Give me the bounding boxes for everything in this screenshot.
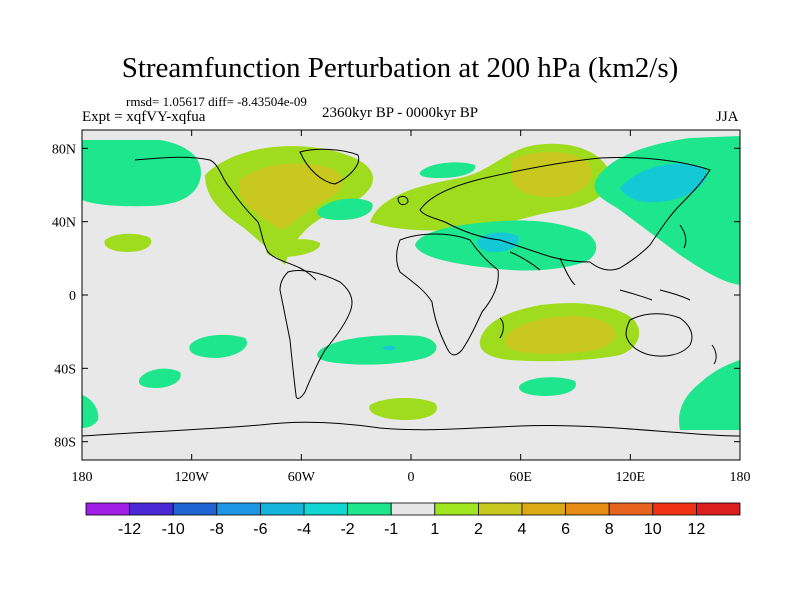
anomaly-north-america-core: [240, 163, 343, 230]
coast-greenland: [299, 148, 360, 185]
colorbar-label: -6: [253, 521, 267, 538]
x-tick-label: 180: [730, 470, 751, 485]
coastlines: [82, 148, 740, 437]
x-tick-label: 60E: [509, 470, 532, 485]
colorbar-swatch: [608, 502, 654, 516]
y-tick-label: 0: [69, 289, 76, 304]
coast-africa: [396, 233, 499, 356]
coast-arabia-india: [509, 251, 576, 286]
anomaly-south-atlantic-strong: [382, 345, 396, 351]
colorbar-label: 12: [688, 521, 706, 538]
colorbar-swatch: [172, 502, 218, 516]
colorbar-swatch: [565, 502, 610, 516]
colorbar-swatch: [434, 502, 479, 516]
y-tick-label: 40S: [54, 362, 76, 377]
y-tick-label: 80N: [52, 142, 76, 157]
colorbar-swatch: [390, 502, 436, 516]
y-axis: 80N 40N 0 40S 80S: [52, 142, 740, 451]
colorbar-label: -1: [384, 521, 398, 538]
coast-japan: [679, 224, 687, 249]
colorbar-label: -2: [340, 521, 354, 538]
x-tick-label: 120W: [175, 470, 210, 485]
x-axis: 180 120W 60W 0 60E 120E 180: [72, 130, 751, 485]
y-tick-label: 40N: [52, 216, 76, 231]
anomaly-indian-ocean-core: [504, 316, 616, 354]
anomaly-north-pacific-negative: [82, 140, 201, 207]
anomaly-nw-pacific-positive: [104, 233, 152, 252]
colorbar-label: 4: [518, 521, 527, 538]
coast-south-america: [279, 269, 353, 399]
colorbar-label: 6: [561, 521, 570, 538]
anomaly-east-asia-strong: [620, 163, 707, 203]
y-tick-label: 80S: [54, 436, 76, 451]
colorbar-label: -12: [118, 521, 141, 538]
colorbar-label: 1: [430, 521, 439, 538]
experiment-label: Expt = xqfVY-xqfua: [82, 109, 206, 125]
colorbar-swatch: [303, 502, 348, 516]
anomaly-north-africa-strong: [477, 232, 519, 252]
period-label: 2360kyr BP - 0000kyr BP: [322, 105, 479, 121]
colorbar-label: 10: [644, 521, 662, 538]
chart-title: Streamfunction Perturbation at 200 hPa (…: [121, 52, 679, 84]
colorbar-label: 8: [605, 521, 614, 538]
coast-antarctica: [82, 421, 740, 437]
colorbar-swatch: [259, 502, 305, 516]
colorbar-swatch: [347, 502, 392, 516]
anomaly-southern-indian-negative: [519, 377, 576, 396]
rmsd-diff-label: rmsd= 1.05617 diff= -8.43504e-09: [126, 94, 307, 109]
anomaly-south-pacific-negative: [189, 334, 247, 358]
coast-australia: [625, 313, 693, 357]
map-plot-area: [82, 130, 740, 460]
season-label: JJA: [716, 109, 739, 125]
colorbar-label: -8: [210, 521, 224, 538]
colorbar-swatch: [477, 502, 523, 516]
anomaly-south-atlantic-negative: [317, 335, 437, 365]
colorbar-swatch: [521, 502, 566, 516]
anomaly-eurasia-core: [512, 152, 592, 198]
anomaly-mid-atlantic-positive: [266, 239, 321, 258]
anomaly-se-pacific-negative: [138, 368, 181, 388]
anomaly-southern-ocean-west-negative: [82, 395, 99, 428]
colorbar-swatch: [129, 502, 174, 516]
coast-new-zealand: [711, 344, 717, 365]
colorbar-label: 2: [474, 521, 483, 538]
coast-madagascar: [499, 317, 504, 339]
x-tick-label: 180: [72, 470, 93, 485]
anomaly-mid-atlantic-negative: [317, 198, 373, 220]
anomaly-arctic-top-negative: [419, 162, 476, 178]
colorbar-swatch: [696, 502, 741, 516]
coast-indonesia: [619, 289, 691, 301]
anomaly-southern-ocean-positive: [369, 397, 437, 420]
colorbar-label: -4: [297, 521, 311, 538]
anomaly-southern-ocean-east-negative: [679, 360, 740, 430]
coast-british-isles: [397, 195, 409, 206]
x-tick-label: 0: [408, 470, 415, 485]
colorbar: -12 -10 -8 -6 -4 -2 -1 1 2 4 6 8 10 12: [85, 502, 741, 538]
colorbar-swatch: [652, 502, 697, 516]
x-tick-label: 120E: [616, 470, 646, 485]
colorbar-swatch: [216, 502, 261, 516]
x-tick-label: 60W: [288, 470, 316, 485]
coast-north-america: [134, 156, 317, 281]
colorbar-swatch: [85, 502, 130, 516]
coast-eurasia: [419, 157, 711, 271]
colorbar-label: -10: [162, 521, 185, 538]
